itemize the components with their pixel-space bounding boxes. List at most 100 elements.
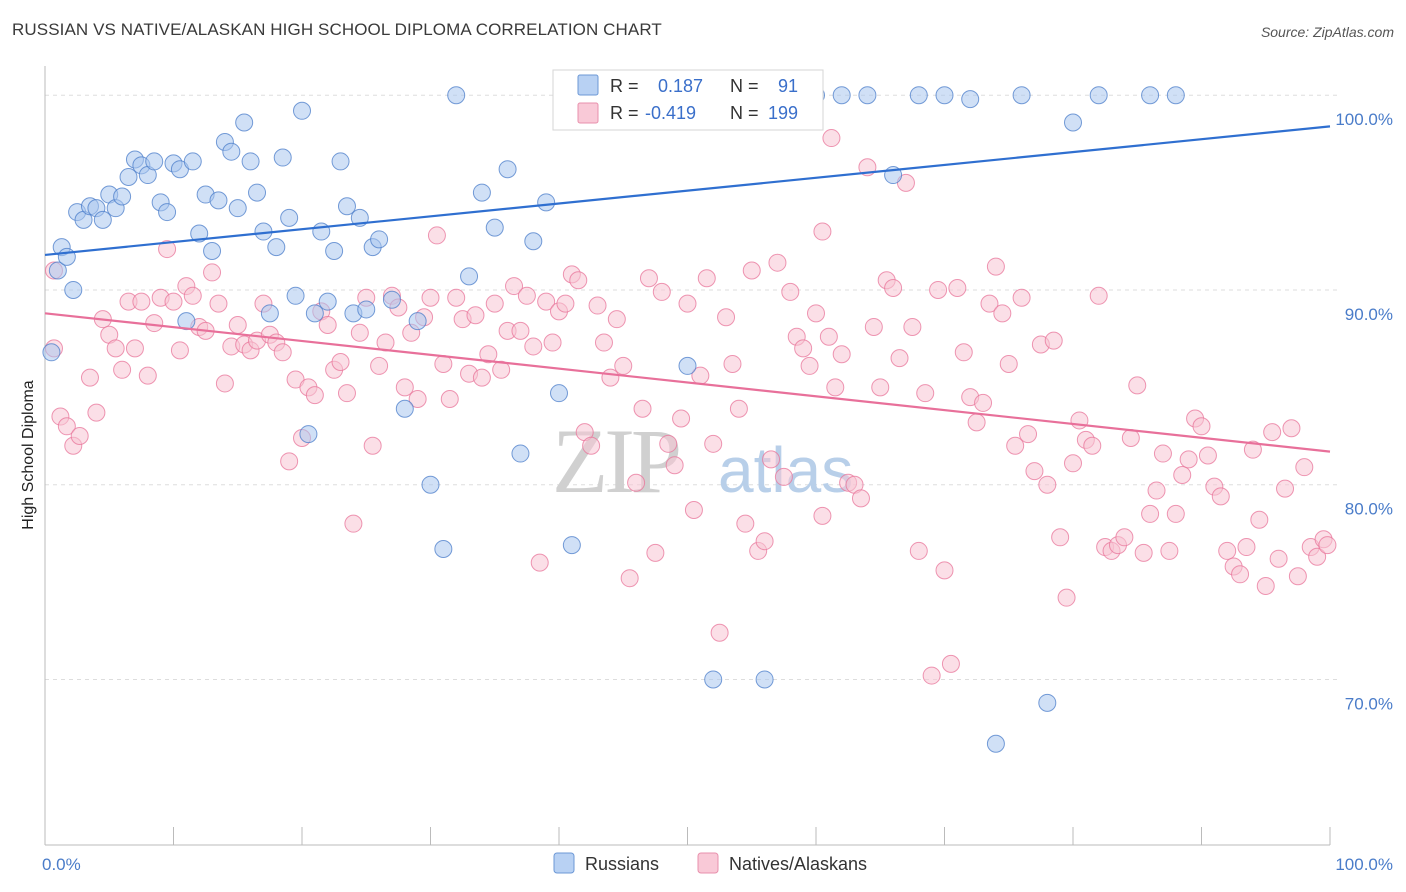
russian-point	[299, 425, 318, 444]
native-point	[813, 222, 832, 241]
russian-point	[241, 152, 260, 171]
legend-swatch-natives	[577, 102, 599, 124]
native-point	[1025, 462, 1044, 481]
native-point	[633, 399, 652, 418]
native-point	[1198, 446, 1217, 465]
native-point	[485, 294, 504, 313]
native-point	[1295, 458, 1314, 477]
native-point	[1064, 454, 1082, 473]
russian-point	[472, 183, 491, 202]
native-point	[659, 434, 678, 453]
native-point	[530, 553, 549, 572]
native-point	[794, 339, 813, 358]
legend-bottom: Russians Natives/Alaskans	[553, 852, 867, 874]
native-point	[929, 280, 948, 299]
native-point	[273, 343, 292, 362]
native-point	[1308, 547, 1327, 566]
russian-point	[434, 539, 453, 558]
chart-title: RUSSIAN VS NATIVE/ALASKAN HIGH SCHOOL DI…	[12, 20, 662, 39]
native-point	[1179, 450, 1198, 469]
legend-swatch-russians	[577, 74, 599, 96]
natives-trend-line	[44, 312, 1331, 453]
native-point	[209, 294, 228, 313]
native-point	[697, 269, 716, 288]
russian-point	[909, 86, 928, 105]
russian-point	[267, 238, 286, 257]
native-point	[884, 279, 903, 298]
native-point	[350, 323, 369, 342]
native-point	[704, 434, 723, 453]
russian-point	[203, 242, 222, 261]
native-point	[427, 226, 446, 245]
russian-point	[935, 86, 954, 105]
native-point	[1019, 425, 1038, 444]
russian-point	[550, 384, 568, 403]
native-point	[70, 427, 89, 446]
native-point	[851, 489, 870, 508]
russian-point	[395, 399, 414, 418]
native-point	[113, 360, 132, 379]
native-point	[125, 339, 144, 358]
native-point	[556, 294, 575, 313]
russian-point	[485, 218, 504, 237]
y-tick-label: 90.0%	[1345, 305, 1393, 324]
native-point	[639, 269, 658, 288]
native-point	[954, 343, 973, 362]
native-point	[434, 354, 453, 373]
russians-trend-line	[44, 125, 1331, 257]
native-point	[158, 240, 177, 259]
native-point	[1269, 549, 1288, 568]
russian-point	[537, 193, 556, 212]
native-point	[832, 345, 851, 364]
native-point	[678, 294, 697, 313]
russian-point	[498, 160, 517, 179]
native-point	[517, 286, 536, 305]
native-point	[594, 333, 613, 352]
native-point	[1237, 538, 1256, 557]
native-point	[132, 292, 151, 311]
russian-point	[318, 292, 337, 311]
legend-r-label: R =	[610, 103, 639, 123]
trend-lines	[44, 125, 1331, 453]
native-point	[170, 341, 189, 360]
russian-point	[331, 152, 350, 171]
native-point	[819, 327, 838, 346]
native-point	[1006, 436, 1025, 455]
watermark: ZIP atlas	[552, 410, 853, 512]
native-point	[1263, 423, 1282, 442]
native-point	[1070, 411, 1089, 430]
russian-point	[57, 247, 76, 266]
native-point	[1012, 288, 1031, 307]
legend-r-value: 0.187	[658, 76, 703, 96]
native-point	[1121, 428, 1140, 447]
native-point	[1243, 440, 1262, 459]
russian-point	[145, 152, 164, 171]
native-point	[1153, 444, 1172, 463]
native-point	[569, 271, 588, 290]
watermark-zip: ZIP	[552, 410, 679, 512]
native-point	[755, 532, 774, 551]
y-tick-label: 100.0%	[1335, 110, 1393, 129]
native-point	[543, 333, 562, 352]
native-point	[106, 339, 125, 358]
native-point	[736, 514, 755, 533]
russian-point	[755, 670, 774, 689]
legend-swatch-natives	[697, 852, 719, 874]
native-point	[1147, 481, 1166, 500]
russian-point	[562, 536, 581, 555]
native-point	[813, 506, 832, 525]
native-point	[138, 366, 157, 385]
native-point	[1211, 487, 1230, 506]
axes	[44, 66, 1331, 846]
native-point	[684, 501, 703, 520]
native-point	[1160, 541, 1179, 560]
native-point	[1192, 417, 1211, 436]
native-point	[537, 292, 556, 311]
native-point	[421, 288, 440, 307]
russian-point	[678, 356, 697, 375]
russian-point	[209, 191, 228, 210]
native-point	[967, 413, 986, 432]
native-point	[871, 378, 890, 397]
russian-point	[260, 304, 279, 323]
russian-point	[370, 230, 389, 249]
